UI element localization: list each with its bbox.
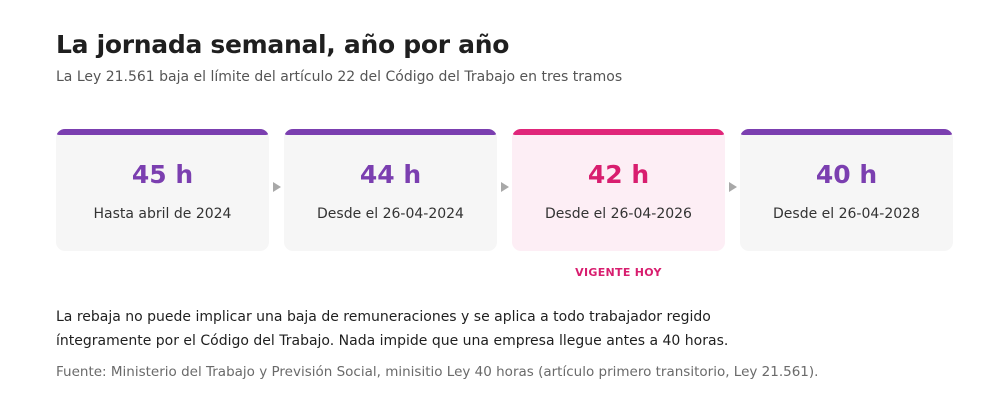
step-hours: 42 h [587, 160, 650, 189]
step-card-3-current: 42 h Desde el 26-04-2026 [512, 129, 725, 251]
page-subtitle: La Ley 21.561 baja el límite del artícul… [56, 69, 623, 85]
note-line-2: íntegramente por el Código del Trabajo. … [56, 333, 729, 349]
step-bar [284, 129, 497, 135]
step-hours: 45 h [131, 160, 194, 189]
step-hours: 40 h [815, 160, 878, 189]
note-line-1: La rebaja no puede implicar una baja de … [56, 309, 711, 325]
step-date: Hasta abril de 2024 [93, 206, 232, 222]
arrow-right-icon [729, 182, 737, 192]
source-credit: Fuente: Ministerio del Trabajo y Previsi… [56, 364, 819, 380]
step-card-2: 44 h Desde el 26-04-2024 [284, 129, 497, 251]
step-date: Desde el 26-04-2024 [317, 206, 464, 222]
current-step-label: VIGENTE HOY [575, 266, 662, 279]
step-date: Desde el 26-04-2026 [545, 206, 692, 222]
step-card-4: 40 h Desde el 26-04-2028 [740, 129, 953, 251]
timeline: 45 h Hasta abril de 2024 44 h Desde el 2… [56, 129, 953, 251]
step-card-1: 45 h Hasta abril de 2024 [56, 129, 269, 251]
explanatory-note: La rebaja no puede implicar una baja de … [56, 305, 956, 353]
step-date: Desde el 26-04-2028 [773, 206, 920, 222]
step-bar [56, 129, 269, 135]
page-title: La jornada semanal, año por año [56, 30, 510, 59]
arrow-right-icon [501, 182, 509, 192]
step-bar [512, 129, 725, 135]
arrow-right-icon [273, 182, 281, 192]
step-bar [740, 129, 953, 135]
step-hours: 44 h [359, 160, 422, 189]
